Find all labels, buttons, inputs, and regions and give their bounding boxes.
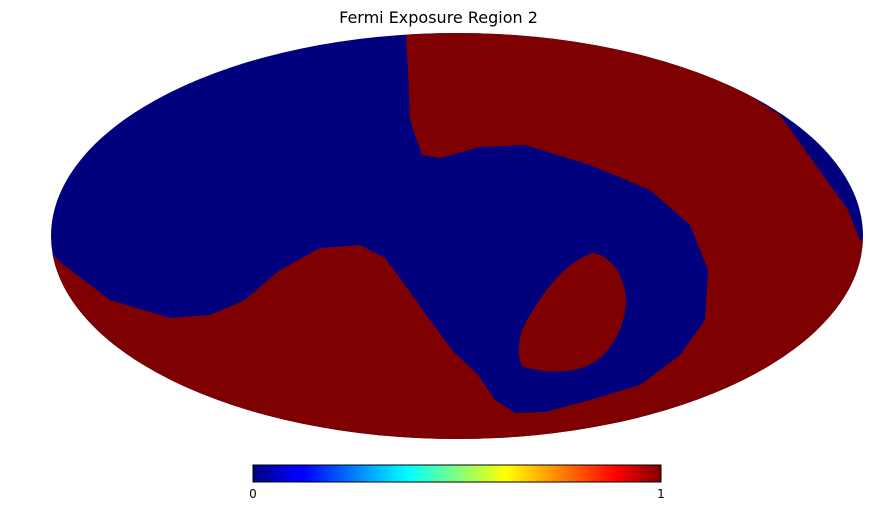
colorbar-tick-label-max: 1 <box>657 487 665 501</box>
colorbar-gradient <box>252 464 662 483</box>
region-value-1-island <box>518 253 626 372</box>
region-value-1-upper <box>51 33 863 439</box>
chart-title: Fermi Exposure Region 2 <box>339 8 538 27</box>
colorbar-tick-label-min: 0 <box>249 487 257 501</box>
